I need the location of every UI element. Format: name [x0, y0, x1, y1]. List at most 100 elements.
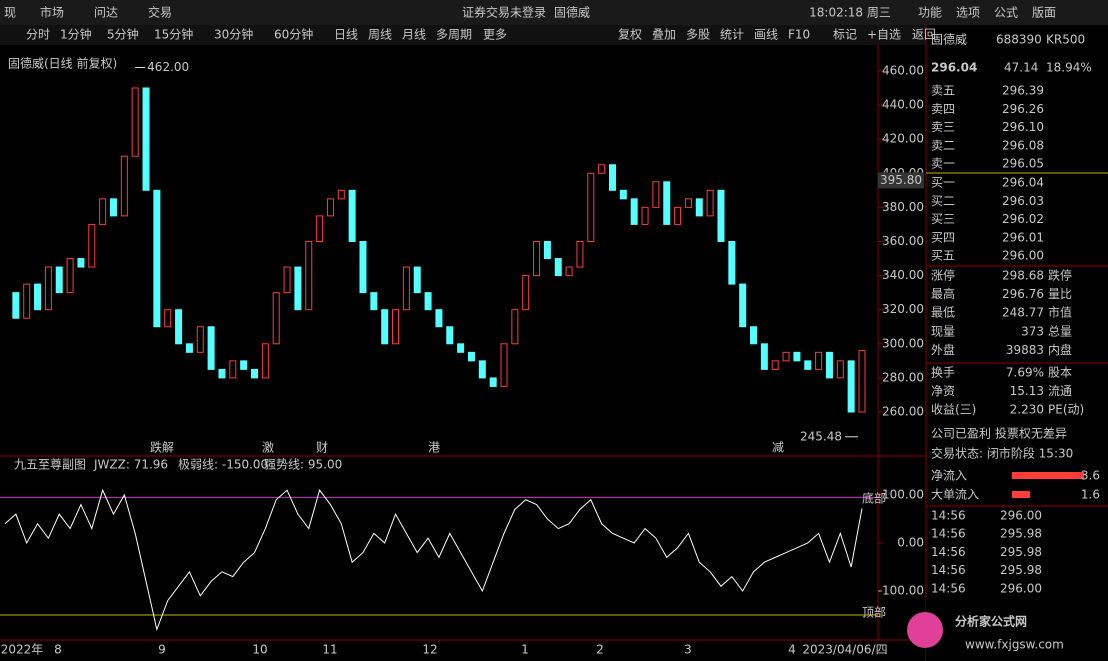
- tool-button[interactable]: 叠加: [652, 28, 676, 42]
- candle: [337, 189, 345, 200]
- candle: [392, 309, 400, 345]
- candle: [261, 343, 269, 379]
- menu-item[interactable]: 功能: [918, 6, 942, 20]
- candle: [305, 240, 313, 311]
- candle: [131, 87, 139, 157]
- stat-value: 2.230: [1010, 403, 1044, 417]
- tool-button[interactable]: +自选: [867, 28, 901, 42]
- tool-button[interactable]: 复权: [618, 28, 642, 42]
- book-label: 卖五: [931, 84, 955, 98]
- stat-label: 最高: [931, 286, 955, 301]
- stat-label: 净资: [931, 384, 955, 398]
- y-tick-label: 260.00: [882, 405, 924, 419]
- y-tick-label: 340.00: [882, 268, 924, 282]
- period-tab[interactable]: 日线: [334, 28, 358, 42]
- menu-item[interactable]: 交易: [148, 5, 172, 20]
- period-tab[interactable]: 30分钟: [214, 27, 253, 42]
- chart-title: 固德威(日线 前复权): [8, 56, 117, 71]
- period-tab[interactable]: 周线: [368, 28, 392, 42]
- book-price: 296.04: [1002, 176, 1044, 190]
- book-price: 296.03: [1002, 194, 1044, 208]
- candle: [793, 351, 801, 362]
- candle: [88, 223, 96, 268]
- event-label: 激: [262, 441, 274, 455]
- zone-label: 底部: [862, 491, 886, 506]
- tick-time: 14:56: [931, 581, 966, 595]
- tick-time: 14:56: [931, 545, 966, 559]
- menu-item[interactable]: 现: [4, 6, 16, 20]
- period-tab[interactable]: 60分钟: [274, 27, 313, 42]
- tool-button[interactable]: F10: [788, 28, 810, 42]
- period-tab[interactable]: 1分钟: [60, 27, 92, 42]
- menu-item[interactable]: 版面: [1032, 6, 1056, 20]
- flow-value: 1.6: [1081, 488, 1100, 502]
- menu-item[interactable]: 市场: [40, 5, 64, 20]
- menu-item[interactable]: 问达: [94, 6, 118, 20]
- book-label: 买四: [931, 230, 955, 244]
- y-tick-label: -100.00: [878, 584, 924, 598]
- period-tab[interactable]: 分时: [26, 28, 50, 42]
- candle: [804, 360, 812, 370]
- menu-item[interactable]: 公式: [994, 6, 1018, 20]
- stat-label: 市值: [1048, 305, 1072, 320]
- period-tab[interactable]: 多周期: [436, 28, 472, 42]
- logo-bg: [926, 598, 1108, 661]
- indicator-title: 九五至尊副图: [14, 457, 86, 472]
- stat-label: 现量: [931, 324, 955, 338]
- tool-button[interactable]: 画线: [754, 28, 778, 42]
- candle: [55, 266, 63, 294]
- flow-bar: [1012, 472, 1084, 479]
- tool-button[interactable]: 标记: [833, 28, 857, 42]
- candle: [294, 266, 302, 311]
- candle: [424, 292, 432, 311]
- tool-button[interactable]: 返回: [912, 28, 936, 42]
- stat-label: 换手: [931, 366, 955, 380]
- cursor-label: 395.80: [880, 173, 922, 187]
- stat-value: 15.13: [1010, 384, 1044, 398]
- tick-price: 295.98: [1000, 527, 1042, 541]
- candle: [576, 240, 584, 268]
- candle: [554, 258, 562, 277]
- event-label: 跌解: [150, 440, 174, 455]
- flow-bar: [1012, 491, 1030, 498]
- book-label: 卖一: [931, 157, 955, 171]
- y-tick-label: 100.00: [882, 487, 924, 501]
- candle: [34, 283, 42, 311]
- tool-button[interactable]: 多股: [686, 28, 710, 42]
- period-tab[interactable]: 月线: [402, 28, 426, 42]
- y-tick-label: 300.00: [882, 336, 924, 350]
- candle: [218, 368, 226, 379]
- clock: 18:02:18 周三: [809, 6, 891, 20]
- x-label: 8: [54, 643, 62, 657]
- candle: [44, 266, 52, 311]
- menu-item[interactable]: 选项: [956, 6, 980, 20]
- stat-label: 量比: [1048, 287, 1072, 301]
- period-tab[interactable]: 5分钟: [107, 27, 139, 42]
- x-label: 4: [788, 643, 796, 657]
- period-tab[interactable]: 更多: [483, 28, 507, 42]
- stat-value: 298.68: [1002, 269, 1044, 283]
- tick-time: 14:56: [931, 509, 966, 523]
- price: 296.04: [931, 61, 977, 75]
- candle: [750, 326, 758, 345]
- stock-name: 固德威: [931, 32, 967, 47]
- stat-value: 39883: [1006, 343, 1044, 357]
- tick-price: 295.98: [1000, 563, 1042, 577]
- stat-label: 收益(三): [931, 403, 976, 417]
- indicator-value: JWZZ: 71.96: [93, 458, 168, 472]
- line-label: 强势线: 95.00: [264, 458, 342, 472]
- candle: [23, 283, 31, 319]
- period-tab[interactable]: 15分钟: [154, 27, 193, 42]
- flow-value: 3.6: [1081, 469, 1100, 483]
- candle: [739, 283, 747, 328]
- tick-time: 14:56: [931, 527, 966, 541]
- book-label: 卖三: [931, 120, 955, 134]
- candle: [348, 189, 356, 242]
- book-label: 卖四: [931, 102, 955, 116]
- tool-button[interactable]: 统计: [720, 28, 744, 42]
- candle: [229, 360, 237, 379]
- status-stock: 固德威: [554, 5, 590, 20]
- candle: [467, 351, 475, 362]
